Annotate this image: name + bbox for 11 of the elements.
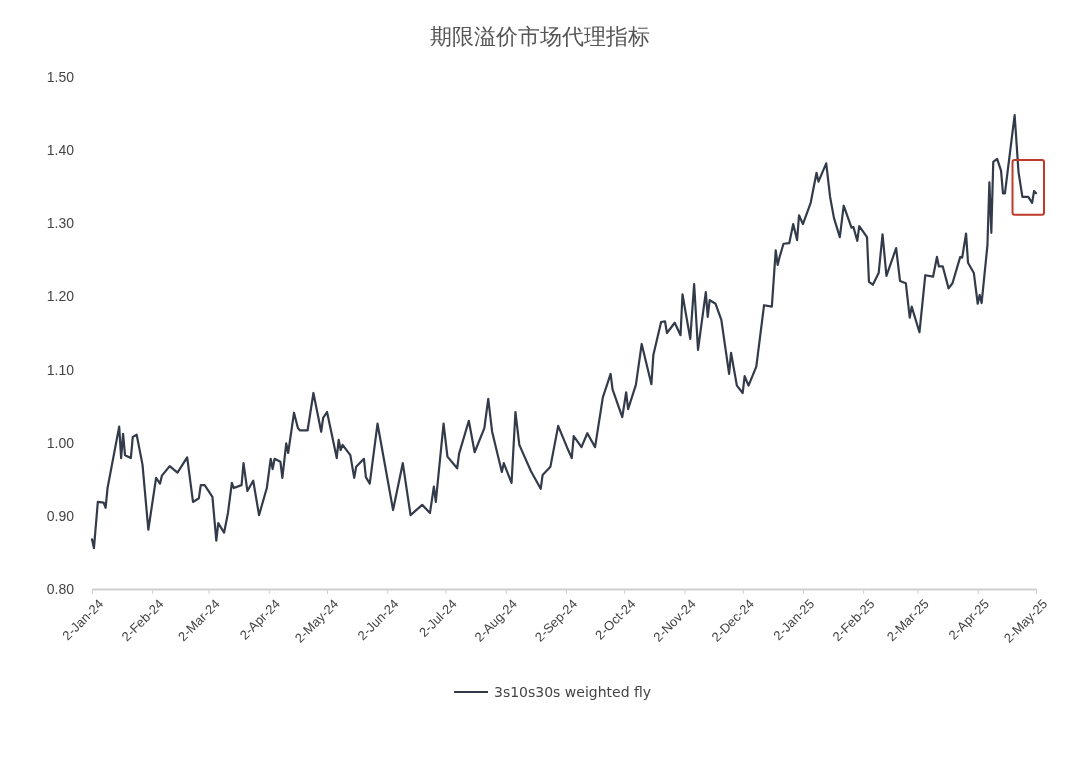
y-tick-label: 1.30 — [46, 215, 75, 232]
y-tick-label: 0.90 — [46, 507, 75, 524]
chart-title: 期限溢价市场代理指标 — [430, 24, 650, 49]
y-tick-label: 1.50 — [46, 68, 75, 85]
y-tick-label: 1.00 — [46, 434, 75, 451]
line-series — [90, 113, 1038, 550]
y-tick-label: 1.20 — [46, 288, 75, 305]
y-tick-label: 1.40 — [46, 142, 75, 159]
legend-label: 3s10s30s weighted fly — [494, 684, 652, 700]
y-tick-label: 1.10 — [46, 361, 75, 378]
y-tick-label: 0.80 — [46, 580, 75, 597]
